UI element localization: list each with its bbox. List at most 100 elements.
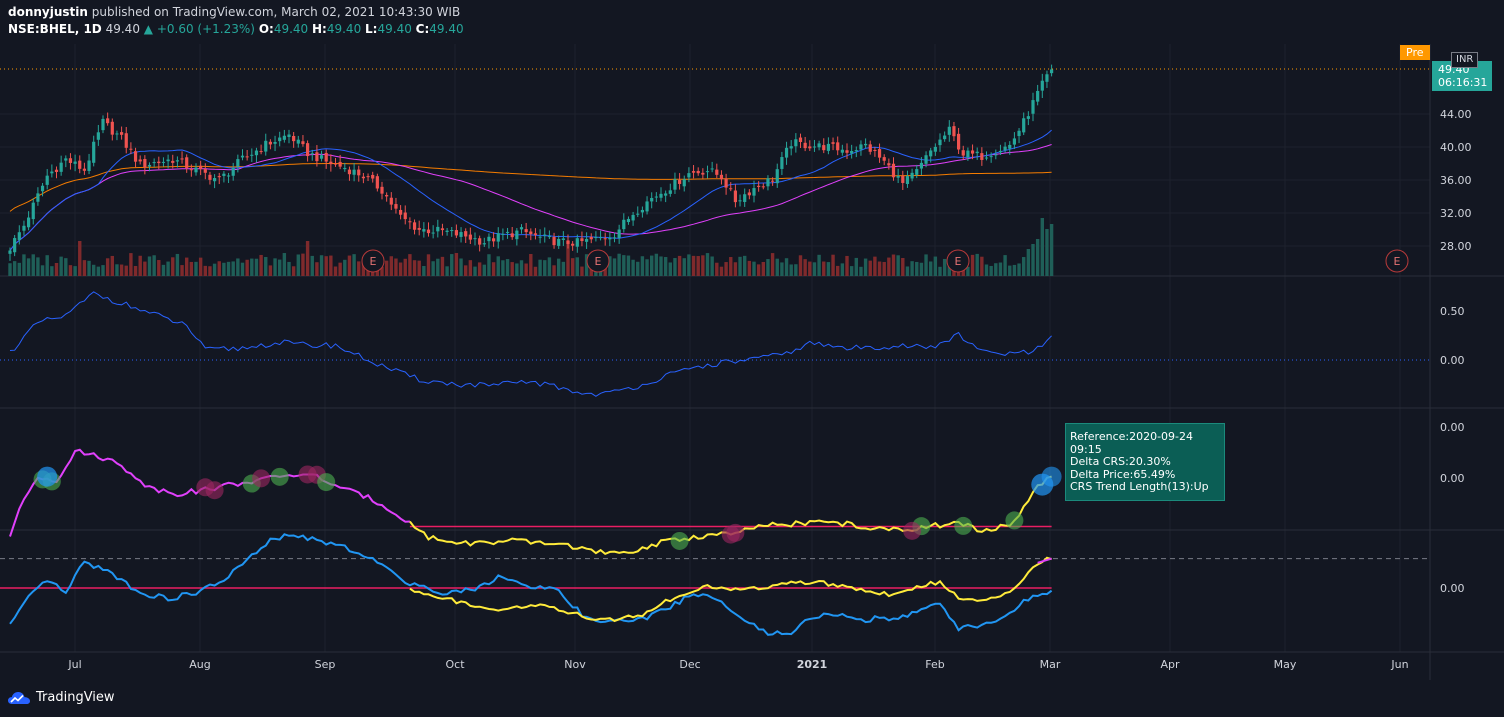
volume-bar: [752, 261, 756, 276]
candle-body: [561, 238, 565, 240]
candle-body: [324, 152, 328, 162]
candle-body: [887, 163, 891, 166]
candle-body: [422, 229, 426, 232]
candle-body: [771, 180, 775, 182]
volume-bar: [645, 259, 649, 276]
candle-body: [482, 243, 486, 245]
volume-bar: [910, 261, 914, 276]
volume-bar: [105, 258, 110, 276]
volume-bar: [194, 261, 198, 276]
candle-body: [877, 149, 882, 158]
candle-body: [738, 200, 742, 202]
candle-body: [980, 153, 984, 160]
x-tick-label: Feb: [925, 658, 944, 671]
volume-bar: [1003, 255, 1007, 276]
tradingview-logo[interactable]: TradingView: [8, 690, 115, 705]
earnings-marker: [1385, 249, 1409, 273]
volume-bar: [282, 253, 287, 276]
volume-bar: [222, 262, 226, 276]
candle-body: [910, 172, 914, 179]
brand-name: TradingView: [36, 690, 115, 705]
earnings-marker-label: E: [595, 255, 602, 268]
volume-bar: [361, 259, 366, 276]
candle-body: [278, 137, 282, 142]
crs-signal-marker: [1041, 466, 1062, 487]
volume-bar: [877, 261, 882, 276]
low-label: L:: [365, 22, 378, 36]
volume-bar: [422, 265, 426, 276]
volume-bar: [296, 254, 300, 276]
volume-bar: [445, 266, 449, 276]
volume-bar: [691, 255, 696, 276]
symbol-label[interactable]: NSE:BHEL, 1D: [8, 22, 102, 36]
candle-body: [73, 161, 77, 164]
volume-bar: [682, 258, 686, 276]
candle-body: [213, 178, 217, 182]
volume-bar: [129, 253, 133, 276]
candle-body: [17, 232, 21, 240]
volume-bar: [1040, 218, 1044, 276]
volume-bar: [133, 265, 138, 276]
candle-body: [36, 193, 40, 202]
volume-bar: [482, 264, 486, 276]
crs-tooltip: Reference:2020-09-24 09:15 Delta CRS:20.…: [1065, 423, 1225, 501]
volume-bar: [529, 254, 533, 276]
crs-tick-label: 0.00: [1440, 421, 1465, 434]
volume-bar: [863, 258, 868, 276]
candle-body: [1036, 90, 1040, 102]
volume-bar: [808, 261, 812, 276]
volume-bar: [719, 266, 724, 276]
candle-body: [864, 143, 868, 146]
candle-body: [1031, 100, 1035, 114]
volume-bar: [845, 255, 849, 276]
author-name[interactable]: donnyjustin: [8, 5, 88, 19]
volume-bar: [245, 259, 249, 276]
volume-bar: [673, 258, 677, 276]
candle-body: [687, 173, 691, 178]
volume-bar: [622, 255, 626, 276]
earnings-marker: [586, 249, 610, 273]
volume-bar: [822, 261, 826, 276]
candle-body: [450, 230, 454, 232]
candle-body: [747, 192, 751, 196]
candle-body: [366, 176, 370, 178]
candle-body: [222, 173, 226, 176]
tooltip-delta-price: Delta Price:65.49%: [1070, 467, 1176, 481]
candle-body: [1022, 118, 1026, 133]
candle-body: [287, 134, 291, 137]
candle-body: [501, 233, 505, 235]
volume-bar: [287, 261, 291, 276]
candle-body: [943, 135, 947, 140]
x-tick-label: Aug: [189, 658, 210, 671]
volume-bar: [147, 256, 152, 276]
candle-body: [357, 169, 361, 176]
ratio-tick-label: 0.00: [1440, 582, 1465, 595]
candle-body: [454, 230, 458, 236]
candle-body: [143, 158, 147, 168]
volume-bar: [617, 253, 621, 276]
volume-bar: [347, 255, 352, 276]
candle-body: [352, 169, 356, 175]
candle-body: [161, 161, 166, 163]
volume-bar: [631, 259, 635, 276]
candle-body: [259, 151, 263, 153]
candle-body: [436, 226, 440, 232]
volume-bar: [989, 265, 993, 276]
crs-signal-marker: [670, 531, 689, 550]
candle-body: [775, 169, 779, 184]
candle-body: [64, 158, 68, 161]
candle-body: [724, 178, 728, 188]
currency-button[interactable]: INR: [1451, 52, 1479, 68]
volume-bar: [87, 260, 91, 276]
candle-body: [231, 168, 235, 176]
volume-bar: [501, 260, 505, 276]
volume-bar: [919, 262, 924, 276]
volume-bar: [743, 255, 747, 276]
x-tick-label: Apr: [1160, 658, 1180, 671]
candle-body: [254, 150, 259, 156]
candle-body: [966, 150, 970, 158]
volume-bar: [905, 266, 910, 276]
candle-body: [296, 139, 300, 144]
volume-bar: [394, 258, 398, 276]
